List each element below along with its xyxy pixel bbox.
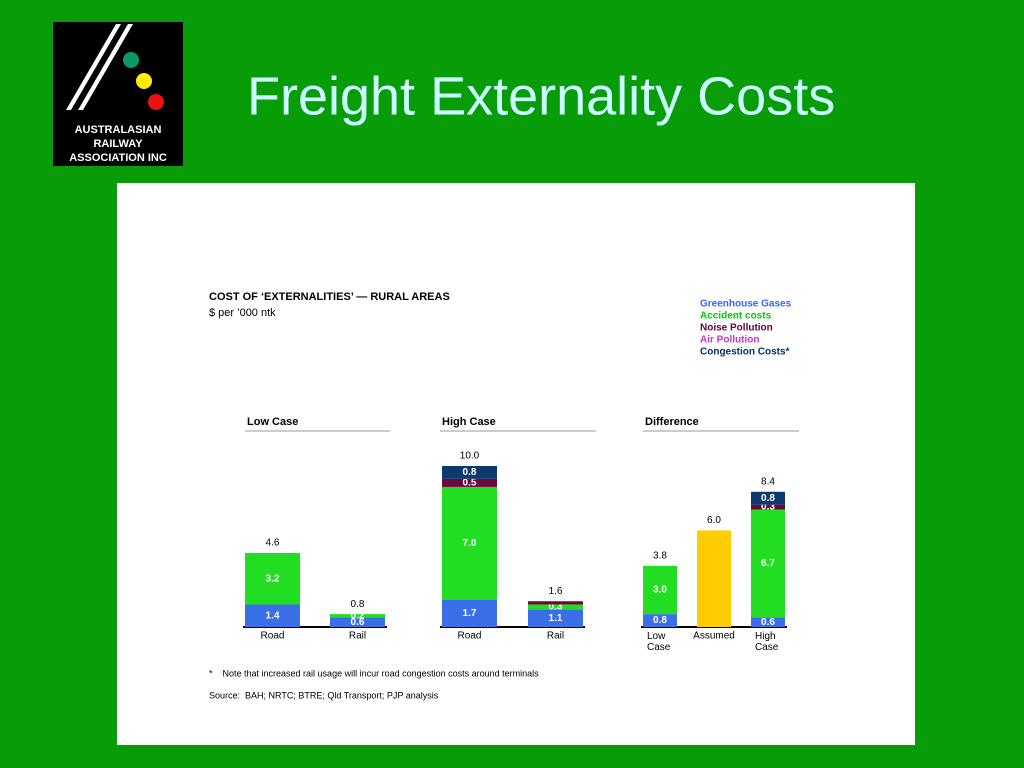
logo-text: RAILWAY	[93, 138, 143, 150]
legend-entry: Congestion Costs*	[700, 347, 790, 358]
legend-entry: Noise Pollution	[700, 323, 773, 334]
logo-text: ASSOCIATION INC	[69, 152, 167, 164]
bar-segment	[751, 509, 785, 618]
legend-entry: Air Pollution	[700, 335, 759, 346]
value-label: 0.5	[463, 478, 477, 489]
category-label: Rail	[547, 631, 564, 642]
bar-segment	[528, 601, 583, 605]
panel-title: High Case	[442, 416, 496, 428]
value-label: 0.3	[761, 502, 775, 513]
value-label: 0.3	[549, 602, 563, 613]
value-label: 0.6	[351, 617, 365, 628]
category-label: Road	[261, 631, 285, 642]
bar-segment	[330, 617, 385, 627]
bar-segment	[330, 614, 385, 618]
total-label: 8.4	[761, 476, 775, 487]
source: Source: BAH; NRTC; BTRE; Qld Transport; …	[209, 690, 439, 700]
category-label: Assumed	[693, 631, 735, 642]
logo-light	[123, 52, 139, 68]
value-label: 0.8	[463, 467, 477, 478]
bar-segment	[751, 617, 785, 627]
bar-segment	[442, 486, 497, 600]
value-label: 7.0	[463, 538, 477, 549]
category-label: Low Case	[647, 631, 671, 653]
logo-text: AUSTRALASIAN	[75, 124, 162, 136]
legend-entry: Greenhouse Gases	[700, 299, 792, 310]
total-label: 10.0	[460, 451, 480, 462]
bar-segment	[751, 491, 785, 505]
bar-segment	[245, 604, 300, 627]
value-label: 0.8	[653, 615, 667, 626]
total-label: 4.6	[266, 538, 280, 549]
bar-segment	[643, 614, 677, 627]
bar-segment	[697, 530, 731, 627]
total-label: 3.8	[653, 550, 667, 561]
value-label: 0.8	[761, 493, 775, 504]
bar-segment	[245, 552, 300, 605]
value-label: 1.4	[266, 610, 280, 621]
value-label: 3.2	[266, 573, 280, 584]
bar-segment	[751, 504, 785, 510]
value-label: 1.1	[549, 613, 563, 624]
logo-light	[136, 73, 152, 89]
slide-title: Freight Externality Costs	[247, 66, 835, 126]
value-label: 1.7	[463, 608, 477, 619]
content-panel	[117, 183, 915, 745]
value-label: 6.7	[761, 558, 775, 569]
value-label: 0.2	[351, 610, 365, 621]
bar-segment	[442, 478, 497, 487]
panel-title: Low Case	[247, 416, 298, 428]
total-label: 0.8	[351, 599, 365, 610]
value-label: 0.6	[761, 617, 775, 628]
legend-entry: Accident costs	[700, 311, 772, 322]
logo: AUSTRALASIAN RAILWAY ASSOCIATION INC	[53, 22, 183, 166]
category-label: High Case	[755, 631, 779, 653]
total-label: 6.0	[707, 515, 721, 526]
category-label: Road	[458, 631, 482, 642]
bar-segment	[643, 565, 677, 615]
bar-segment	[528, 604, 583, 610]
bar-segment	[528, 609, 583, 627]
figure-subtitle: $ per ’000 ntk	[209, 307, 276, 319]
footnote: * Note that increased rail usage will in…	[209, 668, 539, 678]
total-label: 1.6	[549, 586, 563, 597]
category-label: Rail	[349, 631, 366, 642]
logo-stripe	[78, 24, 133, 110]
logo-stripe	[66, 24, 121, 110]
value-label: 3.0	[653, 585, 667, 596]
figure-title: COST OF ‘EXTERNALITIES’ — RURAL AREAS	[209, 291, 450, 303]
bar-segment	[442, 599, 497, 627]
panel-title: Difference	[645, 416, 699, 428]
logo-light	[148, 94, 164, 110]
bar-segment	[442, 466, 497, 479]
